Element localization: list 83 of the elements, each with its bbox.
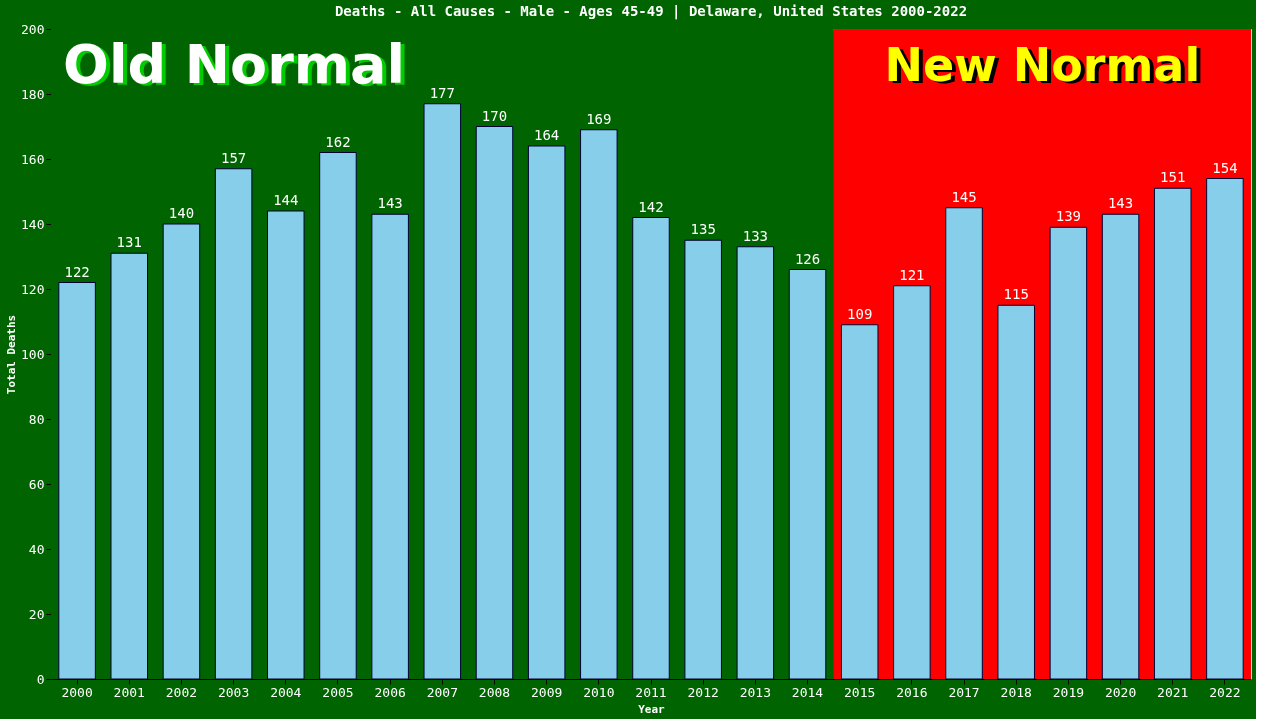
data-label: 162 bbox=[325, 133, 351, 150]
data-label: 143 bbox=[1107, 195, 1134, 212]
bar bbox=[736, 246, 775, 680]
y-tick-label: 200 bbox=[21, 21, 45, 37]
x-tick-label: 2021 bbox=[1157, 684, 1189, 700]
bar bbox=[267, 210, 305, 680]
x-tick-label: 2010 bbox=[583, 684, 615, 700]
y-tick-label: 20 bbox=[28, 606, 45, 622]
bar bbox=[997, 304, 1035, 680]
x-tick-label: 2004 bbox=[270, 684, 302, 700]
x-tick-label: 2020 bbox=[1104, 684, 1137, 700]
y-tick-label: 140 bbox=[21, 216, 45, 232]
bar bbox=[319, 152, 357, 680]
x-tick-label: 2014 bbox=[791, 684, 824, 700]
x-tick-label: 2000 bbox=[61, 684, 93, 700]
data-label: 144 bbox=[273, 192, 299, 208]
y-tick-label: 180 bbox=[21, 86, 45, 102]
data-label: 140 bbox=[168, 205, 195, 221]
y-tick-label: 80 bbox=[28, 411, 45, 427]
bar bbox=[1101, 213, 1140, 680]
x-axis-title: Year bbox=[638, 702, 666, 716]
x-tick-label: 2015 bbox=[844, 684, 876, 700]
bar bbox=[945, 207, 983, 680]
x-tick-label: 2003 bbox=[217, 684, 250, 700]
x-tick-label: 2009 bbox=[531, 684, 563, 700]
data-label: 143 bbox=[377, 195, 403, 212]
data-label: 177 bbox=[429, 84, 455, 101]
bar bbox=[632, 217, 670, 680]
data-label: 115 bbox=[1003, 286, 1029, 303]
x-tick-label: 2007 bbox=[426, 684, 458, 700]
bar bbox=[58, 282, 96, 680]
x-tick-label: 2019 bbox=[1052, 684, 1085, 700]
data-label: 109 bbox=[847, 305, 873, 322]
bar bbox=[162, 223, 201, 680]
bar bbox=[527, 145, 566, 680]
data-label: 164 bbox=[534, 127, 560, 143]
data-label: 151 bbox=[1160, 169, 1186, 186]
x-tick-label: 2002 bbox=[165, 684, 198, 700]
data-label: 135 bbox=[690, 221, 716, 238]
y-axis-title: Total Deaths bbox=[5, 314, 19, 395]
bar bbox=[371, 213, 409, 680]
y-tick-label: 40 bbox=[28, 541, 45, 557]
data-label: 122 bbox=[64, 263, 90, 280]
x-tick-label: 2011 bbox=[635, 684, 667, 700]
x-tick-label: 2016 bbox=[896, 684, 928, 700]
bar bbox=[1206, 178, 1244, 680]
data-label: 169 bbox=[586, 110, 612, 127]
data-label: 133 bbox=[742, 227, 768, 244]
data-label: 126 bbox=[794, 250, 821, 267]
bar bbox=[214, 168, 253, 680]
y-tick-label: 0 bbox=[36, 671, 45, 687]
data-label: 142 bbox=[638, 198, 664, 215]
x-tick-label: 2006 bbox=[374, 684, 406, 700]
data-label: 154 bbox=[1212, 159, 1238, 176]
data-label: 121 bbox=[899, 266, 925, 283]
y-tick-label: 160 bbox=[21, 151, 45, 167]
data-label: 145 bbox=[951, 188, 977, 205]
data-label: 131 bbox=[116, 234, 142, 251]
bar bbox=[1153, 187, 1192, 680]
data-label: 157 bbox=[220, 149, 247, 166]
x-tick-label: 2022 bbox=[1209, 684, 1241, 700]
x-tick-label: 2008 bbox=[478, 684, 511, 700]
bar bbox=[684, 239, 722, 680]
bar bbox=[788, 269, 827, 680]
y-tick-label: 120 bbox=[21, 281, 45, 297]
chart-title: Deaths - All Causes - Male - Ages 45-49 | Delaware, United States 2000-2022 bbox=[334, 3, 968, 20]
x-tick-label: 2018 bbox=[1000, 684, 1032, 700]
bar bbox=[893, 285, 931, 680]
data-label: 139 bbox=[1055, 208, 1082, 225]
bar bbox=[580, 129, 618, 680]
bar bbox=[423, 103, 462, 680]
x-tick-label: 2001 bbox=[113, 684, 145, 700]
x-tick-label: 2017 bbox=[948, 684, 980, 700]
data-label: 170 bbox=[481, 107, 508, 124]
x-tick-label: 2005 bbox=[322, 684, 354, 700]
x-tick-label: 2013 bbox=[739, 684, 771, 700]
bar bbox=[475, 126, 514, 680]
bar bbox=[840, 324, 879, 680]
y-tick-label: 100 bbox=[21, 346, 45, 362]
bar bbox=[110, 252, 149, 680]
y-tick-label: 60 bbox=[28, 476, 45, 492]
x-tick-label: 2012 bbox=[687, 684, 719, 700]
bar bbox=[1049, 226, 1088, 680]
